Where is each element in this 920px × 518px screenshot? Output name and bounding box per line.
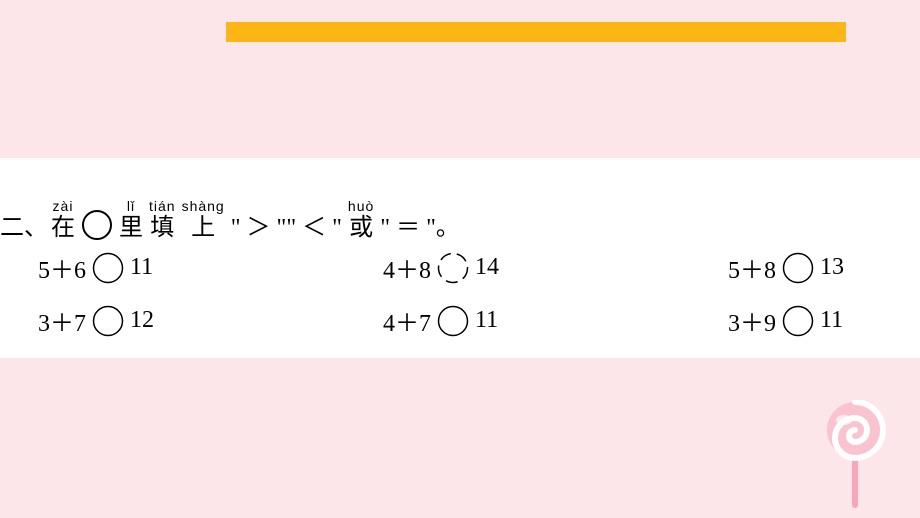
pinyin-label: tián	[149, 198, 176, 214]
chinese-char: "。	[426, 216, 460, 240]
expression: 4＋8	[383, 250, 431, 285]
answer-circle[interactable]	[782, 252, 814, 284]
instruction-tokens: zài在lǐ里tián填shàng上"＞""＜"huò或"＝"。	[48, 198, 463, 240]
expression: 3＋7	[38, 303, 86, 338]
chinese-char: "	[380, 216, 390, 240]
question-number: 二、	[0, 216, 48, 240]
instruction-char: tián 填	[149, 198, 176, 240]
chinese-char: 在	[51, 216, 75, 240]
problem-row: 3＋7 124＋7 113＋9 11	[38, 303, 908, 338]
lollipop-candy	[827, 402, 883, 458]
page-root: 二、 zài在lǐ里tián填shàng上"＞""＜"huò或"＝"。 5＋6 …	[0, 0, 920, 518]
problem: 4＋8 14	[383, 250, 563, 285]
instruction-char: ＞	[247, 216, 271, 240]
chinese-char: 填	[150, 216, 174, 240]
pinyin-label: huò	[348, 198, 374, 214]
lollipop-icon	[820, 400, 890, 510]
expression: 5＋8	[728, 250, 776, 285]
pinyin-label: zài	[53, 198, 74, 214]
instruction-char: ＜	[302, 216, 326, 240]
chinese-char: ＞	[247, 216, 271, 240]
expression: 4＋7	[383, 303, 431, 338]
rhs-value: 11	[130, 254, 153, 281]
rhs-value: 11	[820, 307, 843, 334]
problem: 3＋9 11	[728, 303, 908, 338]
rhs-value: 13	[820, 254, 844, 281]
rhs-value: 11	[475, 307, 498, 334]
instruction-char: zài 在	[51, 198, 75, 240]
problem: 4＋7 11	[383, 303, 563, 338]
blank-circle-icon	[82, 210, 112, 240]
rhs-value: 14	[475, 254, 499, 281]
instruction-line: 二、 zài在lǐ里tián填shàng上"＞""＜"huò或"＝"。	[0, 198, 463, 240]
pinyin-label: lǐ	[127, 198, 135, 214]
instruction-char: huò 或	[348, 198, 374, 240]
instruction-char: "	[332, 216, 342, 240]
rhs-value: 12	[130, 307, 154, 334]
chinese-char: ＜	[302, 216, 326, 240]
problem: 3＋7 12	[38, 303, 218, 338]
chinese-char: "	[332, 216, 342, 240]
instruction-char: ＝	[396, 216, 420, 240]
answer-circle[interactable]	[92, 252, 124, 284]
instruction-char: "。	[426, 216, 460, 240]
problem: 5＋6 11	[38, 250, 218, 285]
problem: 5＋8 13	[728, 250, 908, 285]
chinese-char: ＝	[396, 216, 420, 240]
expression: 3＋9	[728, 303, 776, 338]
accent-bar	[226, 22, 846, 42]
answer-circle[interactable]	[437, 252, 469, 284]
expression: 5＋6	[38, 250, 86, 285]
instruction-char: lǐ 里	[119, 198, 143, 240]
chinese-char: 里	[119, 216, 143, 240]
pinyin-label: shàng	[182, 198, 225, 214]
chinese-char: "	[231, 216, 241, 240]
problem-row: 5＋6 11 4＋8 14 5＋8 13	[38, 250, 908, 285]
problems-grid: 5＋6 114＋8 145＋8 133＋7 124＋7 113＋9 11	[38, 250, 908, 356]
chinese-char: 上	[191, 216, 215, 240]
instruction-char: ""	[277, 216, 297, 240]
answer-circle[interactable]	[437, 305, 469, 337]
answer-circle[interactable]	[92, 305, 124, 337]
instruction-char: shàng 上	[182, 198, 225, 240]
answer-circle[interactable]	[782, 305, 814, 337]
chinese-char: ""	[277, 216, 297, 240]
instruction-char: "	[231, 216, 241, 240]
chinese-char: 或	[349, 216, 373, 240]
instruction-char: "	[380, 216, 390, 240]
